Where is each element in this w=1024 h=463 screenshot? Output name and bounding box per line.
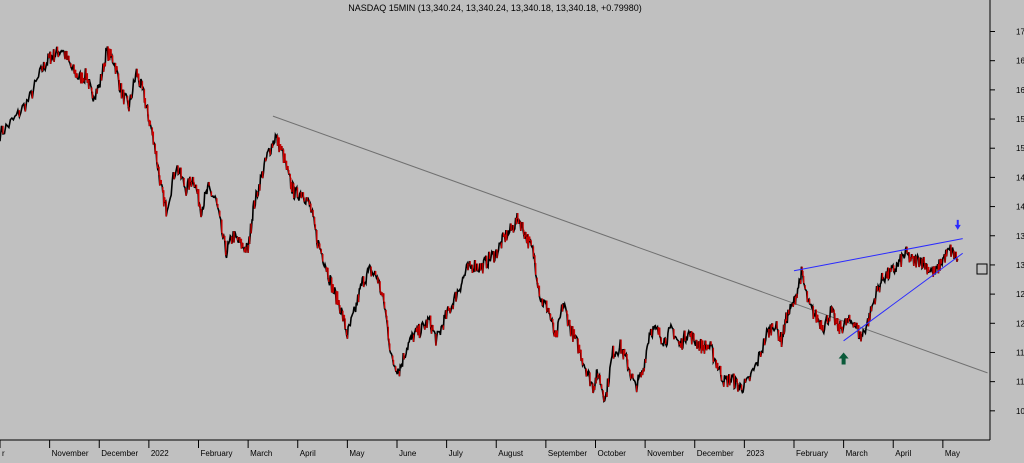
y-tick-label: 14000	[1016, 203, 1024, 212]
y-tick-label: 14500	[1016, 173, 1024, 182]
marker-box	[976, 263, 988, 275]
x-axis: r November December 2022 February March April M…	[0, 439, 990, 458]
y-tick-label: 11500	[1016, 348, 1024, 357]
x-tick-label: December	[697, 449, 734, 458]
x-tick-label: March	[846, 449, 868, 458]
x-tick-label: May	[945, 449, 960, 458]
y-tick-label: 15000	[1016, 144, 1024, 153]
wedge-upper-line	[793, 238, 963, 272]
y-tick-label: 11000	[1016, 378, 1024, 387]
down-arrow-icon	[954, 219, 961, 230]
x-tick-label: November	[52, 449, 89, 458]
y-tick-label: 13500	[1016, 232, 1024, 241]
trendline	[272, 115, 988, 374]
wedge-lower-line	[843, 252, 964, 342]
y-tick-label: 17000	[1016, 28, 1024, 37]
x-tick-label: March	[250, 449, 272, 458]
x-tick-label: December	[101, 449, 138, 458]
x-tick-label: February	[200, 449, 232, 458]
y-axis: 10500 11000 11500 12000 12500 13000 13500 14000…	[989, 0, 1024, 440]
x-tick-label: June	[399, 449, 417, 458]
x-tick-label: September	[548, 449, 587, 458]
y-tick-label: 16000	[1016, 86, 1024, 95]
x-tick-label: April	[300, 449, 316, 458]
x-tick-label: August	[498, 449, 524, 458]
price-line	[0, 46, 959, 403]
x-tick-label: May	[349, 449, 364, 458]
chart-title: NASDAQ 15MIN (13,340.24, 13,340.24, 13,3…	[348, 3, 641, 13]
x-tick-label: October	[597, 449, 626, 458]
x-tick-label: July	[449, 449, 463, 458]
y-tick-label: 10500	[1016, 407, 1024, 416]
x-tick-label: r	[2, 449, 5, 458]
y-tick-label: 12000	[1016, 319, 1024, 328]
up-arrow-icon	[838, 352, 849, 365]
y-tick-label: 16500	[1016, 57, 1024, 66]
y-tick-label: 13000	[1016, 261, 1024, 270]
x-tick-label: April	[895, 449, 911, 458]
x-tick-label: February	[796, 449, 828, 458]
x-tick-label: 2023	[746, 449, 764, 458]
y-tick-label: 15500	[1016, 115, 1024, 124]
y-tick-label: 12500	[1016, 290, 1024, 299]
plot-area	[0, 46, 988, 403]
x-tick-label: 2022	[151, 449, 169, 458]
x-tick-label: November	[647, 449, 684, 458]
